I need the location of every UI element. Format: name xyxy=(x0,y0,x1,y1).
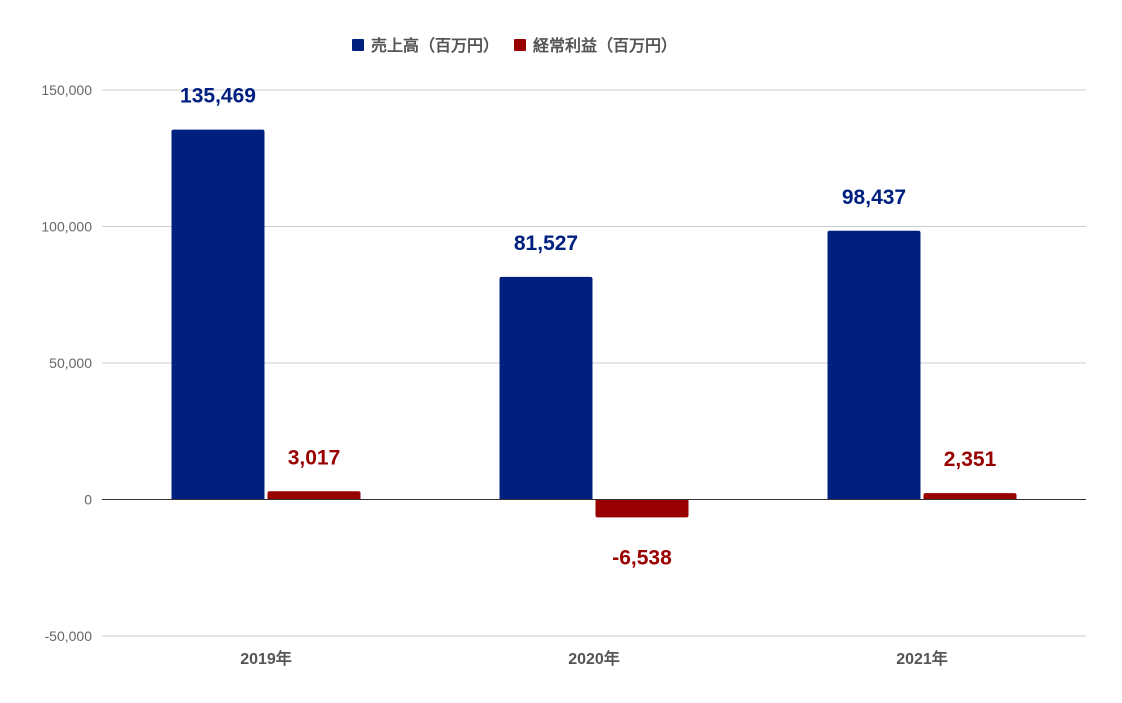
legend: 売上高（百万円） 経常利益（百万円） xyxy=(352,36,677,55)
data-label: 135,469 xyxy=(180,85,256,108)
x-axis: 2019年 2020年 2021年 xyxy=(240,649,948,668)
data-label: 3,017 xyxy=(288,446,341,469)
legend-swatch xyxy=(514,39,526,51)
legend-swatch xyxy=(352,39,364,51)
bar-sales xyxy=(499,276,593,500)
y-tick-label: 150,000 xyxy=(41,82,92,98)
y-tick-label: -50,000 xyxy=(45,628,93,644)
x-tick-label: 2019年 xyxy=(240,649,292,668)
legend-label: 経常利益（百万円） xyxy=(533,36,677,55)
legend-label: 売上高（百万円） xyxy=(371,36,499,55)
data-label: -6,538 xyxy=(612,546,672,569)
data-label: 81,527 xyxy=(514,232,578,255)
bar-ordinary-profit xyxy=(923,493,1017,500)
y-tick-label: 50,000 xyxy=(49,355,92,371)
y-tick-label: 100,000 xyxy=(41,219,92,235)
bar-ordinary-profit xyxy=(267,491,361,500)
y-tick-label: 0 xyxy=(84,492,92,508)
bar-sales xyxy=(171,129,265,500)
data-labels: 135,469 3,017 81,527 -6,538 98,437 2,351 xyxy=(180,85,997,570)
data-label: 98,437 xyxy=(842,186,906,209)
x-tick-label: 2021年 xyxy=(896,649,948,668)
gridlines xyxy=(102,89,1086,637)
bars xyxy=(171,129,1017,518)
x-tick-label: 2020年 xyxy=(568,649,620,668)
data-label: 2,351 xyxy=(944,448,997,471)
bar-ordinary-profit xyxy=(595,499,689,518)
bar-sales xyxy=(827,230,921,500)
y-axis: 150,000 100,000 50,000 0 -50,000 xyxy=(41,82,92,644)
